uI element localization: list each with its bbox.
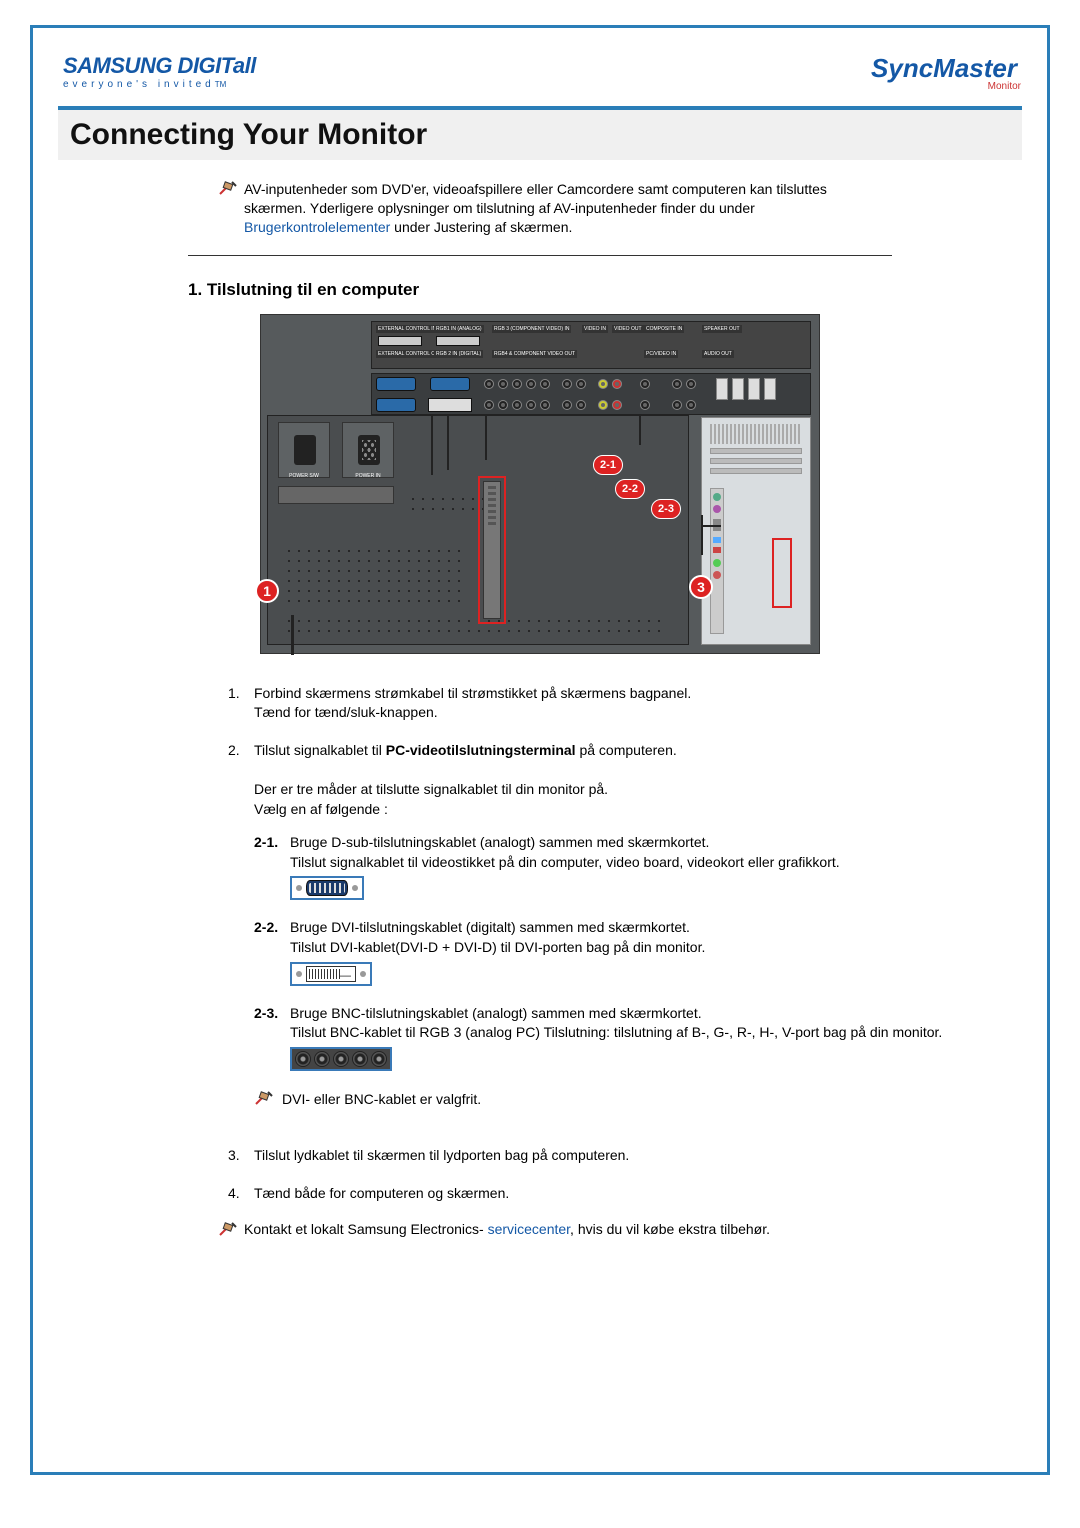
- step-2-1: 2-1. Bruge D-sub-tilslutningskablet (ana…: [254, 833, 962, 900]
- dvi-connector-icon: [290, 962, 372, 986]
- dsub-connector-icon: [290, 876, 364, 900]
- power-switch-block: POWER S/W: [278, 422, 330, 478]
- badge-1: 1: [255, 579, 279, 603]
- card-slot-highlight: [478, 476, 506, 624]
- intro-note: AV-inputenheder som DVD'er, videoafspill…: [218, 180, 1012, 237]
- user-controls-link[interactable]: Brugerkontrolelementer: [244, 219, 390, 235]
- content: AV-inputenheder som DVD'er, videoafspill…: [58, 160, 1022, 1237]
- divider: [188, 255, 892, 256]
- badge-2-3: 2-3: [651, 499, 681, 519]
- page-frame: SAMSUNG DIGITall everyone's invitedTM Sy…: [30, 25, 1050, 1475]
- rgb1-port: [430, 377, 470, 391]
- brand-block: SAMSUNG DIGITall everyone's invitedTM: [63, 53, 256, 90]
- badge-2-1: 2-1: [593, 455, 623, 475]
- step-4: 4. Tænd både for computeren og skærmen.: [228, 1184, 962, 1204]
- service-center-note: Kontakt et lokalt Samsung Electronics- s…: [218, 1221, 962, 1237]
- ext-ctrl-out-port: [376, 398, 416, 412]
- power-in-block: POWER IN: [342, 422, 394, 478]
- intro-text: AV-inputenheder som DVD'er, videoafspill…: [244, 180, 827, 237]
- step-2-3: 2-3. Bruge BNC-tilslutningskablet (analo…: [254, 1004, 962, 1073]
- brand-logo: SAMSUNG DIGITall: [63, 53, 256, 79]
- rgb2-dvi-port: [428, 398, 472, 412]
- monitor-back: POWER S/W POWER IN: [267, 415, 689, 645]
- badge-2-2: 2-2: [615, 479, 645, 499]
- pushpin-icon: [218, 180, 238, 196]
- service-center-link[interactable]: servicecenter: [488, 1221, 570, 1237]
- badge-3: 3: [689, 575, 713, 599]
- header: SAMSUNG DIGITall everyone's invitedTM Sy…: [58, 53, 1022, 102]
- pc-io-panel: [710, 488, 724, 634]
- pushpin-icon: [254, 1090, 274, 1106]
- steps-list: 1. Forbind skærmens strømkabel til strøm…: [228, 684, 962, 1204]
- step-1: 1. Forbind skærmens strømkabel til strøm…: [228, 684, 962, 723]
- ext-ctrl-in-port: [376, 377, 416, 391]
- computer-back: [701, 417, 811, 645]
- product-logo: SyncMaster: [871, 53, 1017, 84]
- port-row: [371, 373, 811, 415]
- page-title: Connecting Your Monitor: [70, 118, 1010, 152]
- bnc-connector-icon: [290, 1047, 392, 1071]
- label-panel: EXTERNAL CONTROL IN RGB1 IN (ANALOG) RGB…: [371, 321, 811, 369]
- section-title: 1. Tilslutning til en computer: [188, 280, 1012, 300]
- sub-steps: 2-1. Bruge D-sub-tilslutningskablet (ana…: [254, 833, 962, 1110]
- step-2: 2. Tilslut signalkablet til PC-videotils…: [228, 741, 962, 1128]
- brand-text: SAMSUNG DIGITall: [63, 53, 256, 78]
- pc-video-card-highlight: [772, 538, 792, 608]
- step-3: 3. Tilslut lydkablet til skærmen til lyd…: [228, 1146, 962, 1166]
- brand-tagline: everyone's invitedTM: [63, 79, 256, 90]
- pushpin-icon: [218, 1221, 238, 1237]
- connection-diagram: EXTERNAL CONTROL IN RGB1 IN (ANALOG) RGB…: [260, 314, 820, 654]
- optional-cable-note: DVI- eller BNC-kablet er valgfrit.: [254, 1090, 962, 1110]
- title-bar: Connecting Your Monitor: [58, 106, 1022, 160]
- step-2-2: 2-2. Bruge DVI-tilslutningskablet (digit…: [254, 918, 962, 985]
